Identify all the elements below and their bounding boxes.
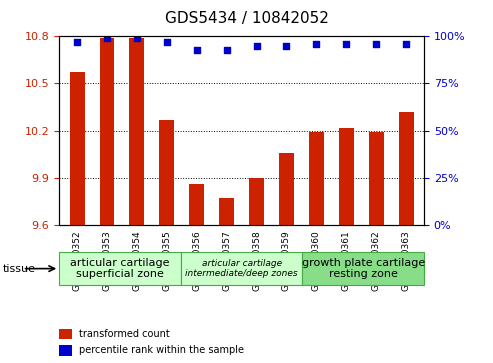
Bar xyxy=(339,127,353,225)
Point xyxy=(342,41,350,47)
Bar xyxy=(59,329,72,339)
Bar xyxy=(279,153,294,225)
Bar xyxy=(130,38,144,225)
Point xyxy=(282,43,290,49)
Point xyxy=(252,43,260,49)
Point xyxy=(372,41,380,47)
Point xyxy=(402,41,410,47)
Bar xyxy=(302,252,424,285)
Bar xyxy=(59,345,72,356)
Bar xyxy=(249,178,264,225)
Bar xyxy=(70,73,85,225)
Point xyxy=(223,46,231,52)
Point xyxy=(163,39,171,45)
Point xyxy=(73,39,81,45)
Text: tissue: tissue xyxy=(2,264,35,274)
Text: percentile rank within the sample: percentile rank within the sample xyxy=(79,345,244,355)
Bar xyxy=(181,252,302,285)
Text: growth plate cartilage
resting zone: growth plate cartilage resting zone xyxy=(302,258,425,280)
Text: articular cartilage
superficial zone: articular cartilage superficial zone xyxy=(70,258,170,280)
Point xyxy=(193,46,201,52)
Text: articular cartilage
intermediate/deep zones: articular cartilage intermediate/deep zo… xyxy=(185,259,298,278)
Bar xyxy=(309,132,324,225)
Point xyxy=(133,35,141,41)
Text: transformed count: transformed count xyxy=(79,329,170,339)
Bar xyxy=(100,38,114,225)
Point xyxy=(103,35,111,41)
Bar xyxy=(398,112,414,225)
Bar xyxy=(59,252,181,285)
Bar xyxy=(159,120,175,225)
Point xyxy=(313,41,320,47)
Bar xyxy=(189,184,204,225)
Bar xyxy=(369,132,384,225)
Text: GDS5434 / 10842052: GDS5434 / 10842052 xyxy=(165,11,328,26)
Bar xyxy=(219,198,234,225)
